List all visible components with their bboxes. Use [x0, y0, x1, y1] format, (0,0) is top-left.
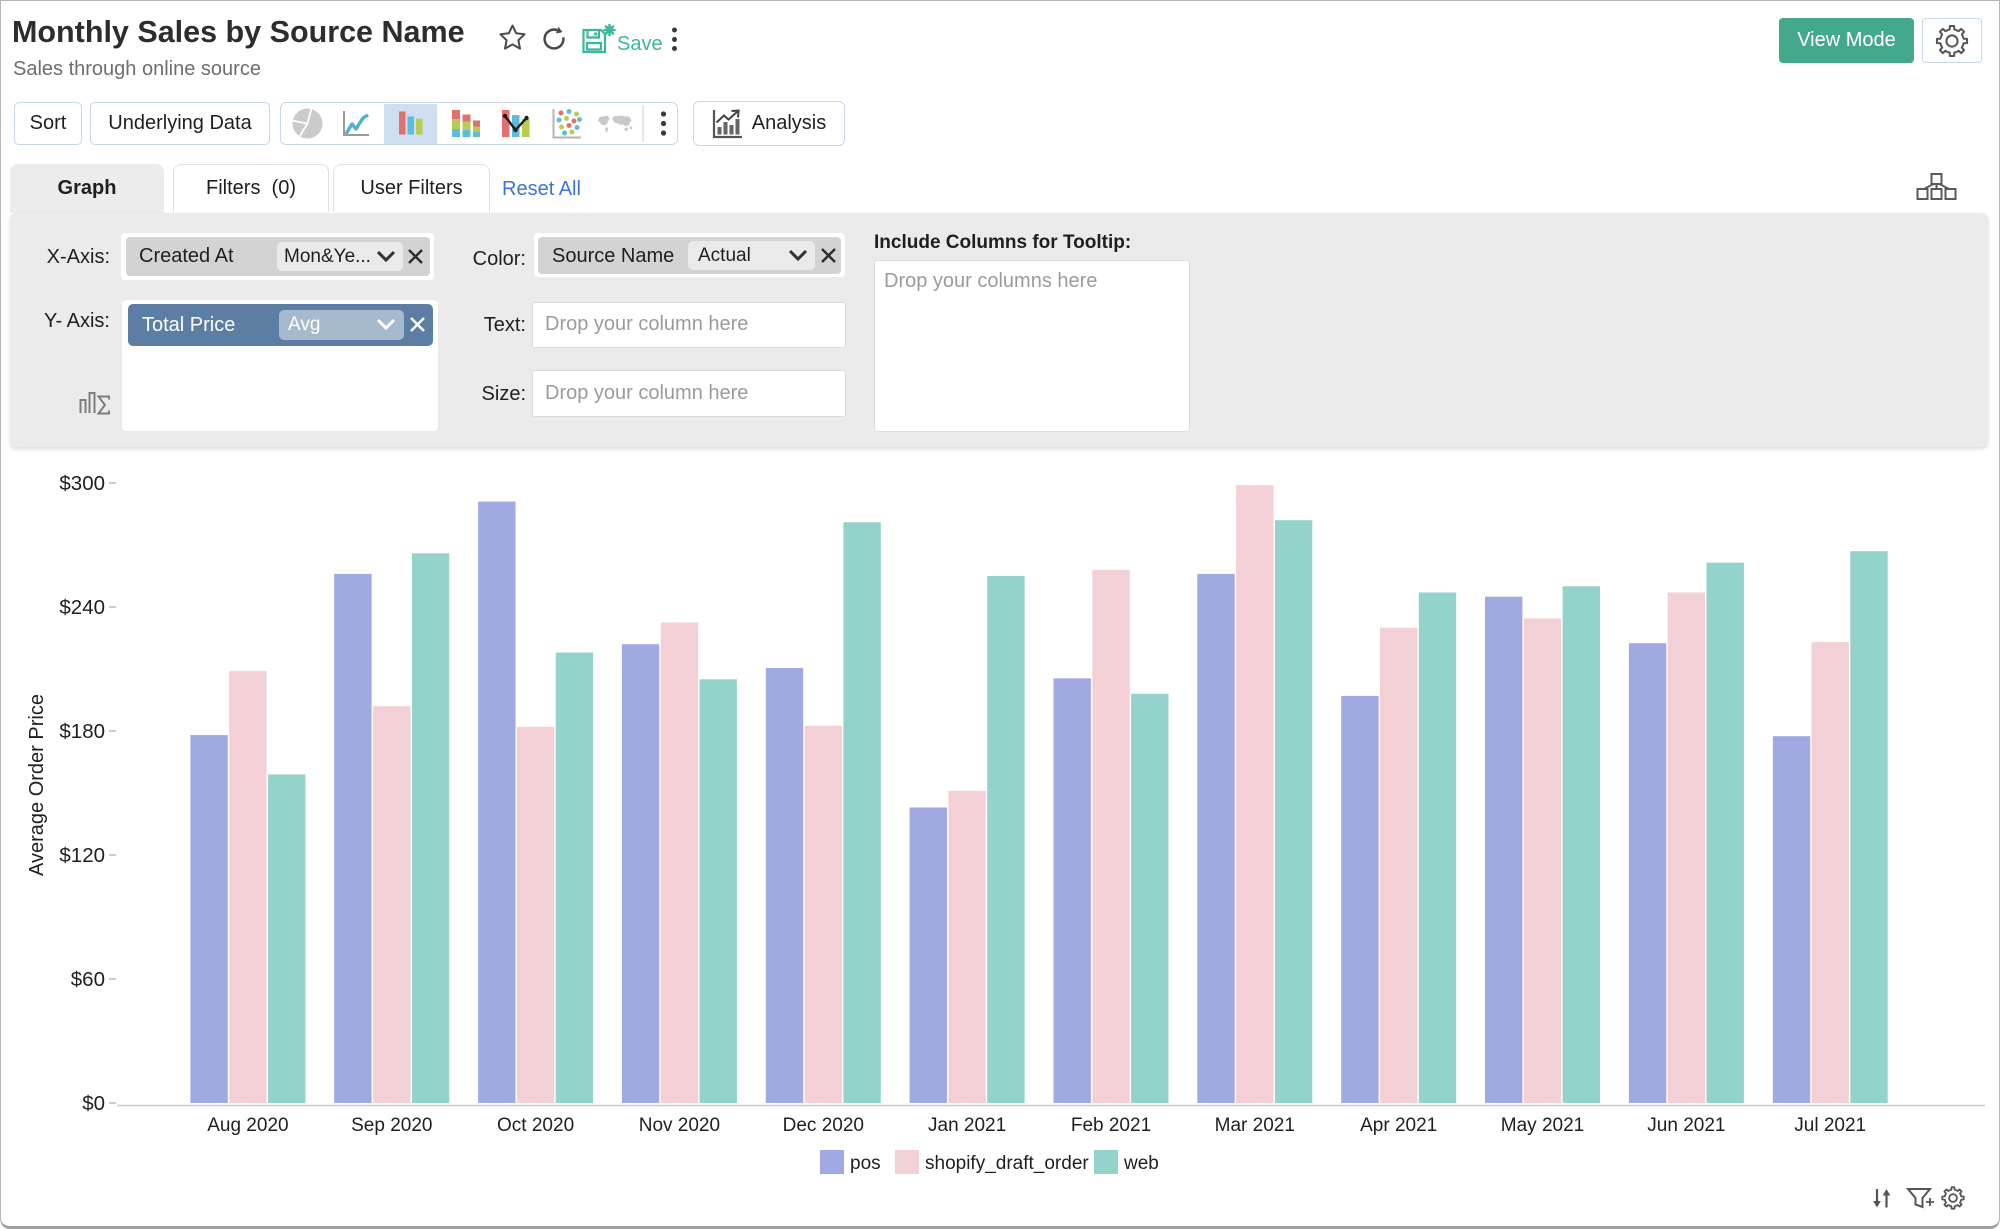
svg-text:Mar 2021: Mar 2021 — [1215, 1115, 1295, 1136]
svg-text:Jul 2021: Jul 2021 — [1794, 1115, 1866, 1136]
svg-text:Feb 2021: Feb 2021 — [1071, 1115, 1151, 1136]
svg-text:$0: $0 — [82, 1092, 105, 1115]
svg-text:Sep 2020: Sep 2020 — [351, 1115, 432, 1136]
svg-text:$60: $60 — [71, 968, 105, 991]
svg-text:shopify_draft_order: shopify_draft_order — [925, 1153, 1089, 1174]
svg-text:web: web — [1123, 1153, 1159, 1174]
svg-text:Jan 2021: Jan 2021 — [928, 1115, 1006, 1136]
svg-text:$300: $300 — [59, 472, 105, 495]
svg-text:$240: $240 — [59, 596, 105, 619]
svg-text:Jun 2021: Jun 2021 — [1647, 1115, 1725, 1136]
svg-text:May 2021: May 2021 — [1501, 1115, 1584, 1136]
svg-text:Oct 2020: Oct 2020 — [497, 1115, 574, 1136]
svg-text:Apr 2021: Apr 2021 — [1360, 1115, 1437, 1136]
svg-text:Aug 2020: Aug 2020 — [207, 1115, 288, 1136]
svg-text:Average Order Price: Average Order Price — [26, 694, 48, 876]
svg-text:Dec 2020: Dec 2020 — [783, 1115, 864, 1136]
svg-text:$120: $120 — [59, 844, 105, 867]
svg-text:Save: Save — [617, 33, 663, 55]
svg-text:Nov 2020: Nov 2020 — [639, 1115, 720, 1136]
svg-text:$180: $180 — [59, 720, 105, 743]
svg-text:pos: pos — [850, 1153, 881, 1174]
